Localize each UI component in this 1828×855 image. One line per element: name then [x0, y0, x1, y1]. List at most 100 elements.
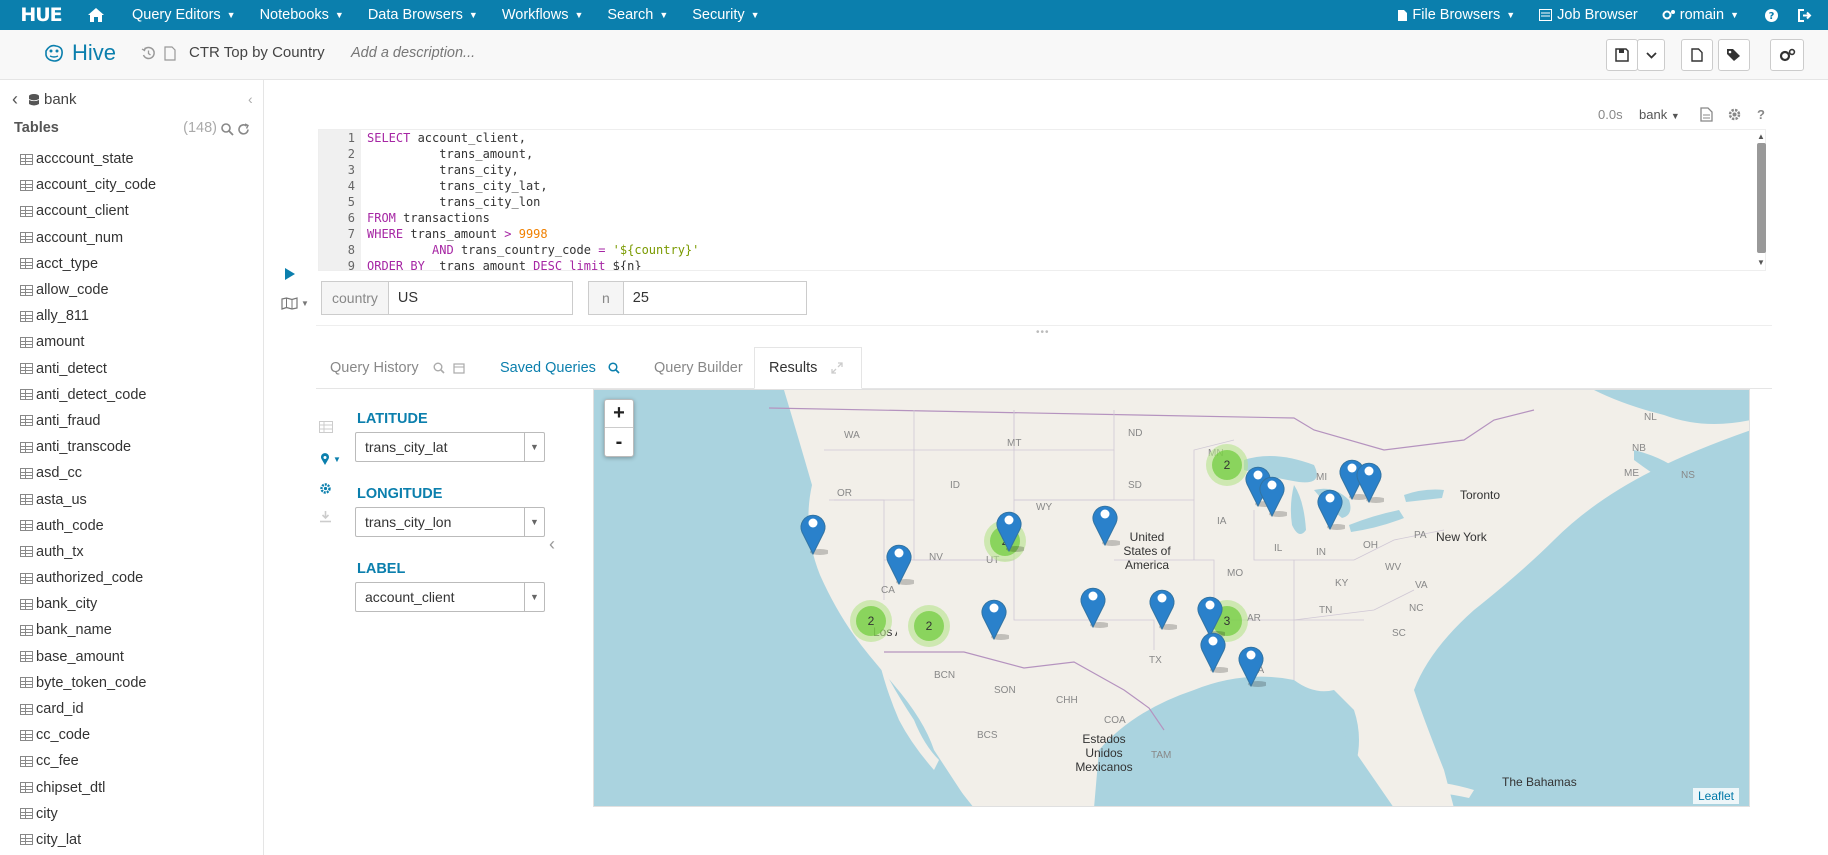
- label-select[interactable]: account_client ▼: [355, 582, 545, 612]
- search-icon[interactable]: [433, 362, 445, 374]
- table-item[interactable]: authorized_code: [20, 565, 260, 591]
- refresh-icon[interactable]: [237, 123, 250, 136]
- table-item[interactable]: bank_name: [20, 617, 260, 643]
- map-marker-icon[interactable]: [798, 510, 828, 556]
- map-marker-icon[interactable]: [1354, 458, 1384, 504]
- download-icon[interactable]: [319, 510, 332, 528]
- save-dropdown-button[interactable]: [1637, 39, 1665, 71]
- table-item[interactable]: account_num: [20, 225, 260, 251]
- table-item[interactable]: cc_code: [20, 722, 260, 748]
- gear-icon[interactable]: [1727, 107, 1742, 125]
- scroll-up-icon[interactable]: ▲: [1757, 132, 1765, 141]
- help-icon[interactable]: ?: [1751, 0, 1792, 30]
- table-item[interactable]: account_city_code: [20, 172, 260, 198]
- scroll-down-icon[interactable]: ▼: [1757, 258, 1765, 267]
- map-marker-icon[interactable]: [1236, 642, 1266, 688]
- logout-icon[interactable]: [1792, 0, 1828, 30]
- table-item[interactable]: chipset_dtl: [20, 775, 260, 801]
- table-item[interactable]: auth_tx: [20, 539, 260, 565]
- app-name[interactable]: Hive: [42, 40, 116, 66]
- table-item[interactable]: auth_code: [20, 513, 260, 539]
- document-icon[interactable]: [1700, 107, 1713, 125]
- database-breadcrumb[interactable]: ‹ bank: [12, 89, 77, 109]
- search-icon[interactable]: [221, 123, 234, 136]
- table-item[interactable]: acct_type: [20, 251, 260, 277]
- user-menu[interactable]: romain ▼: [1650, 0, 1751, 30]
- param-n[interactable]: n 25: [588, 281, 807, 315]
- map-marker-icon[interactable]: [1090, 501, 1120, 547]
- settings-button[interactable]: [1770, 39, 1804, 71]
- param-n-input[interactable]: 25: [632, 290, 649, 306]
- snippet-type-menu[interactable]: ▼: [281, 297, 309, 310]
- job-browser-link[interactable]: Job Browser: [1527, 0, 1650, 30]
- param-country[interactable]: country US: [321, 281, 573, 315]
- code-area[interactable]: SELECT account_client, trans_amount, tra…: [367, 130, 699, 270]
- map-marker-icon[interactable]: [1315, 485, 1345, 531]
- menu-notebooks[interactable]: Notebooks ▼: [259, 7, 344, 23]
- table-item[interactable]: anti_detect_code: [20, 382, 260, 408]
- map-marker-icon[interactable]: [884, 540, 914, 586]
- cluster-mn[interactable]: 2: [1206, 444, 1248, 486]
- table-item[interactable]: bank_city: [20, 591, 260, 617]
- cluster-la[interactable]: 2: [850, 600, 892, 642]
- results-map[interactable]: + - WAMTNDMNORIDSDWYIANVUTILINOHMOKYWVVA…: [593, 389, 1750, 807]
- table-item[interactable]: card_id: [20, 696, 260, 722]
- home-icon[interactable]: [82, 0, 110, 30]
- database-selector[interactable]: bank ▼: [1639, 107, 1680, 122]
- table-item[interactable]: anti_fraud: [20, 408, 260, 434]
- collapse-settings-icon[interactable]: ‹: [549, 534, 555, 554]
- tab-results[interactable]: Results: [754, 347, 862, 389]
- map-marker-icon[interactable]: [994, 507, 1024, 553]
- table-item[interactable]: allow_code: [20, 277, 260, 303]
- map-marker-icon[interactable]: [1257, 472, 1287, 518]
- table-item[interactable]: cc_fee: [20, 748, 260, 774]
- description-field[interactable]: Add a description...: [351, 45, 476, 61]
- calendar-icon[interactable]: [453, 362, 465, 374]
- longitude-select[interactable]: trans_city_lon ▼: [355, 507, 545, 537]
- grid-icon[interactable]: [319, 420, 333, 438]
- latitude-select[interactable]: trans_city_lat ▼: [355, 432, 545, 462]
- query-title[interactable]: CTR Top by Country: [189, 44, 325, 61]
- table-item[interactable]: city_lat: [20, 827, 260, 853]
- history-icon[interactable]: [141, 46, 157, 62]
- map-marker-icon[interactable]: ▼: [320, 453, 341, 466]
- expand-icon[interactable]: [831, 362, 844, 374]
- execute-button[interactable]: [284, 267, 296, 286]
- map-attribution[interactable]: Leaflet: [1692, 788, 1739, 804]
- table-item[interactable]: anti_transcode: [20, 434, 260, 460]
- zoom-in-button[interactable]: +: [605, 400, 633, 428]
- table-item[interactable]: ally_811: [20, 303, 260, 329]
- collapse-panel-icon[interactable]: ‹: [248, 91, 253, 107]
- table-item[interactable]: acccount_state: [20, 146, 260, 172]
- map-marker-icon[interactable]: [1147, 585, 1177, 631]
- table-item[interactable]: asd_cc: [20, 460, 260, 486]
- menu-file-browsers[interactable]: File Browsers ▼: [1385, 0, 1527, 30]
- map-marker-icon[interactable]: [979, 595, 1009, 641]
- table-item[interactable]: anti_detect: [20, 356, 260, 382]
- save-button[interactable]: [1606, 39, 1638, 71]
- table-item[interactable]: byte_token_code: [20, 670, 260, 696]
- table-item[interactable]: amount: [20, 329, 260, 355]
- back-icon[interactable]: ‹: [12, 89, 18, 109]
- menu-search[interactable]: Search ▼: [607, 7, 669, 23]
- menu-security[interactable]: Security ▼: [692, 7, 760, 23]
- help-icon[interactable]: ?: [1757, 107, 1765, 122]
- menu-query-editors[interactable]: Query Editors ▼: [132, 7, 236, 23]
- menu-data-browsers[interactable]: Data Browsers ▼: [367, 7, 478, 23]
- new-document-button[interactable]: [1681, 39, 1713, 71]
- map-marker-icon[interactable]: [1198, 628, 1228, 674]
- table-item[interactable]: base_amount: [20, 644, 260, 670]
- tab-query-history[interactable]: Query History: [330, 347, 465, 389]
- resize-handle[interactable]: •••: [1036, 327, 1050, 338]
- map-marker-icon[interactable]: [1078, 583, 1108, 629]
- search-icon[interactable]: [608, 362, 620, 374]
- menu-workflows[interactable]: Workflows ▼: [501, 7, 584, 23]
- gear-icon[interactable]: [319, 482, 332, 500]
- table-item[interactable]: asta_us: [20, 486, 260, 512]
- sql-editor[interactable]: 1 2 3 4 5 6 7 8 9 SELECT account_client, trans_a…: [318, 129, 1766, 271]
- table-item[interactable]: account_client: [20, 198, 260, 224]
- tags-button[interactable]: [1718, 39, 1750, 71]
- table-item[interactable]: city: [20, 801, 260, 827]
- param-country-input[interactable]: US: [397, 290, 419, 306]
- tab-saved-queries[interactable]: Saved Queries: [500, 347, 620, 389]
